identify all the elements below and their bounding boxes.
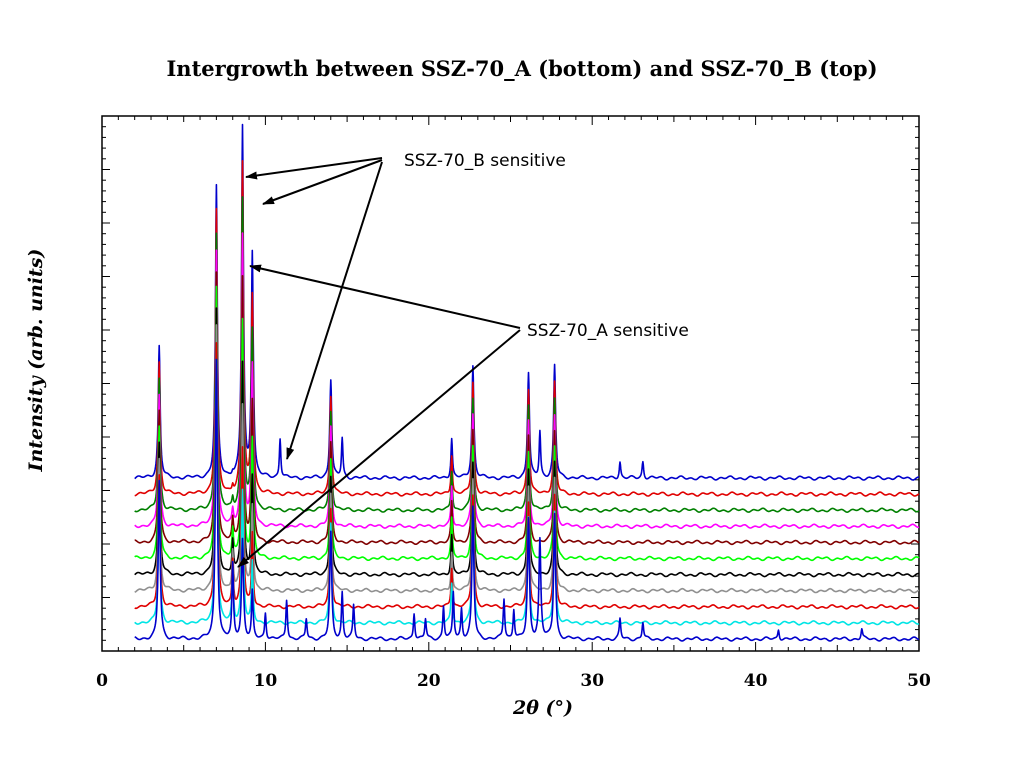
x-tick-labels: 0 10 20 30 40 50 <box>96 671 931 691</box>
x-tick-label: 50 <box>907 671 931 691</box>
y-axis-title: Intensity (arb. units) <box>25 249 47 473</box>
annotation-a-sensitive: SSZ-70_A sensitive <box>237 264 689 568</box>
arrow-a-1 <box>249 264 521 329</box>
annotation-b-label: SSZ-70_B sensitive <box>404 151 566 171</box>
x-tick-label: 0 <box>96 671 108 691</box>
x-tick-label: 30 <box>580 671 604 691</box>
series-line-1 <box>134 358 920 642</box>
axis-ticks <box>101 115 920 652</box>
arrow-a-2 <box>237 329 521 568</box>
x-tick-label: 20 <box>417 671 441 691</box>
arrow-b-1 <box>245 157 383 180</box>
x-tick-label: 40 <box>744 671 768 691</box>
annotation-a-label: SSZ-70_A sensitive <box>527 321 689 341</box>
x-axis-title: 2θ (°) <box>512 697 573 719</box>
arrow-b-2 <box>262 159 383 205</box>
plot-frame <box>101 115 920 652</box>
annotation-b-sensitive: SSZ-70_B sensitive <box>245 151 566 460</box>
pattern-traces <box>134 123 920 642</box>
x-tick-label: 10 <box>254 671 278 691</box>
chart-title: Intergrowth between SSZ-70_A (bottom) an… <box>166 56 878 81</box>
arrow-b-3 <box>286 161 383 460</box>
